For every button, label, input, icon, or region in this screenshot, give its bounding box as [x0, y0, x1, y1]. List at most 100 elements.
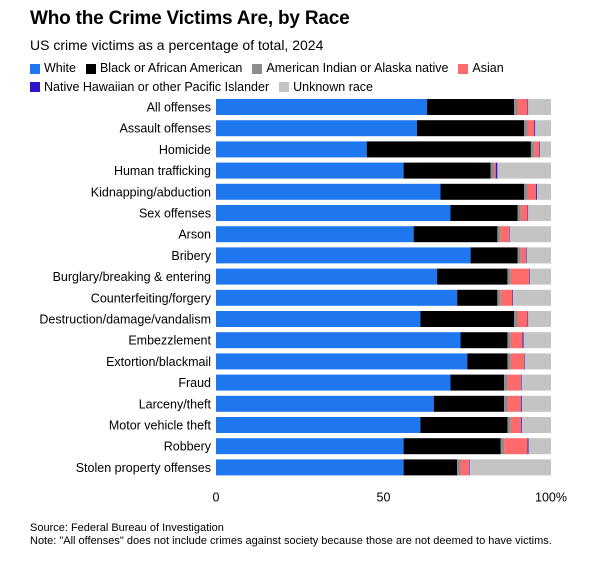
source-note: Source: Federal Bureau of Investigation: [30, 522, 224, 534]
bar-segment-4: [524, 353, 525, 370]
chart-subtitle: US crime victims as a percentage of tota…: [30, 37, 324, 53]
bar-segment-0: [216, 162, 404, 179]
bar-segment-0: [216, 247, 471, 264]
bar-segment-2: [530, 141, 535, 158]
bar-segment-1: [403, 438, 501, 455]
legend-swatch: [279, 82, 290, 92]
bar-segment-2: [514, 99, 518, 115]
bar-segment-5: [521, 417, 551, 433]
category-label: Assault offenses: [120, 122, 212, 136]
bar-segment-2: [507, 417, 511, 433]
bar-segment-4: [522, 332, 524, 349]
bar-segment-5: [539, 141, 551, 158]
bar-segment-4: [509, 226, 510, 243]
bar-segment-3: [534, 141, 540, 158]
legend-item-4: Native Hawaiian or other Pacific Islande…: [30, 79, 269, 96]
category-label: Human trafficking: [114, 164, 211, 178]
bar-segment-0: [216, 226, 414, 243]
bar-segment-5: [528, 438, 551, 455]
bar-segment-0: [216, 141, 367, 158]
bar-segment-2: [507, 268, 511, 285]
bar-segment-4: [534, 120, 536, 137]
bar-segment-1: [420, 417, 508, 433]
bar-segment-3: [460, 459, 469, 476]
bar-segment-2: [504, 374, 508, 391]
bar-segment-0: [216, 438, 404, 455]
legend-label: American Indian or Alaska native: [266, 61, 449, 75]
bar-segment-3: [510, 268, 530, 285]
bar-segment-3: [510, 332, 523, 349]
category-label: Burglary/breaking & entering: [53, 270, 211, 284]
bar-segment-2: [504, 395, 508, 412]
bar-segment-0: [216, 268, 438, 285]
category-label: Robbery: [164, 440, 212, 454]
bar-segment-4: [520, 374, 522, 391]
bar-segment-5: [535, 120, 551, 137]
bar-segment-3: [504, 438, 528, 455]
category-label: Kidnapping/abduction: [91, 185, 211, 199]
chart-title: Who the Crime Victims Are, by Race: [30, 8, 350, 29]
bar-segment-5: [509, 226, 551, 243]
legend-label: White: [44, 61, 76, 75]
bar-segment-5: [497, 162, 551, 179]
bar-segment-4: [527, 99, 529, 115]
bar-segment-1: [437, 268, 508, 285]
bar-segment-3: [520, 247, 526, 264]
bar-segment-1: [427, 99, 515, 115]
x-tick-label: 50: [377, 491, 391, 505]
category-label: Embezzlement: [128, 334, 211, 348]
bar-segment-0: [216, 120, 417, 137]
bar-segment-2: [507, 332, 511, 349]
bar-segment-0: [216, 183, 441, 200]
bar-segment-3: [507, 395, 521, 412]
category-label: Sex offenses: [139, 207, 211, 221]
bar-segment-5: [524, 353, 551, 370]
category-label: Arson: [178, 228, 211, 242]
bar-segment-5: [536, 183, 551, 200]
bar-segment-3: [527, 183, 536, 200]
bar-segment-5: [523, 332, 551, 349]
bar-segment-3: [507, 374, 521, 391]
bar-segment-3: [510, 353, 525, 370]
bar-segment-4: [520, 417, 522, 433]
bar-segment-5: [528, 99, 551, 115]
bar-segment-3: [517, 99, 528, 115]
legend-item-5: Unknown race: [279, 79, 373, 96]
bar-segment-4: [495, 162, 498, 179]
bar-segment-4: [468, 459, 470, 476]
bar-segment-0: [216, 459, 404, 476]
bar-segment-4: [512, 289, 514, 306]
bar-segment-1: [433, 395, 505, 412]
legend-swatch: [85, 63, 96, 74]
bar-segment-2: [517, 247, 521, 264]
bar-segment-5: [528, 205, 551, 221]
bar-segment-4: [520, 395, 522, 412]
bar-segment-0: [216, 417, 421, 433]
bar-segment-3: [494, 162, 496, 179]
bar-segment-0: [216, 374, 451, 391]
bar-segment-1: [460, 332, 508, 349]
bar-segment-0: [216, 311, 421, 327]
bar-segment-1: [457, 289, 498, 306]
category-label: Larceny/theft: [139, 397, 212, 411]
legend-item-1: Black or African American: [85, 60, 243, 77]
legend-label: Asian: [472, 61, 504, 75]
bar-segment-4: [527, 438, 529, 455]
footer: Source: Federal Bureau of Investigation …: [30, 522, 610, 548]
bar-segment-1: [366, 141, 531, 158]
legend-label: Unknown race: [293, 79, 374, 94]
category-label: Stolen property offenses: [76, 461, 211, 475]
category-label: Extortion/blackmail: [106, 355, 211, 369]
bar-segment-3: [510, 417, 521, 433]
bar-segment-4: [525, 247, 527, 264]
bar-segment-5: [521, 395, 551, 412]
legend-label: Black or African American: [99, 61, 243, 75]
bar-segment-1: [450, 205, 518, 221]
bar-segment-5: [529, 268, 551, 285]
legend-label: Native Hawaiian or other Pacific Islande…: [44, 79, 270, 94]
bar-segment-1: [403, 459, 458, 476]
x-tick-label: 100%: [535, 491, 567, 505]
bar-segment-2: [497, 226, 501, 243]
legend-item-0: White: [30, 60, 76, 77]
bar-segment-4: [535, 183, 537, 200]
